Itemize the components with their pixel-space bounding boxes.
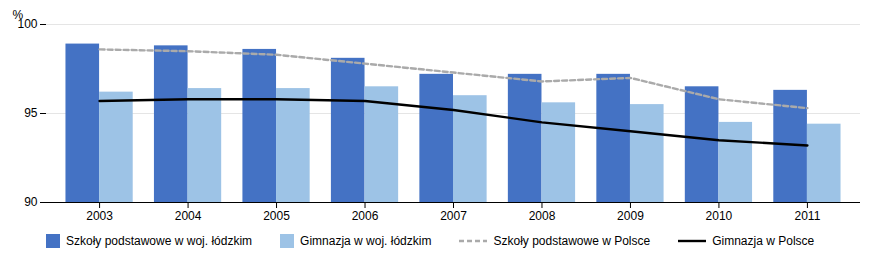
svg-text:2005: 2005 — [263, 209, 290, 223]
html-text:Gimnazja w Polsce: Gimnazja w Polsce — [712, 234, 815, 248]
svg-text:2009: 2009 — [617, 209, 644, 223]
svg-text:90: 90 — [24, 195, 38, 209]
svg-text:2007: 2007 — [440, 209, 467, 223]
svg-text:%: % — [13, 8, 24, 22]
svg-text:2006: 2006 — [352, 209, 379, 223]
svg-text:100: 100 — [17, 17, 38, 32]
html-text:Szkoły podstawowe w woj. łódzk: Szkoły podstawowe w woj. łódzkim — [66, 234, 253, 248]
svg-text:2010: 2010 — [706, 209, 733, 223]
html-text:Gimnazja w woj. łódzkim: Gimnazja w woj. łódzkim — [300, 234, 432, 248]
svg-text:2008: 2008 — [529, 209, 556, 223]
svg-text:2003: 2003 — [86, 209, 113, 223]
svg-text:95: 95 — [24, 106, 38, 120]
svg-text:2004: 2004 — [175, 209, 202, 223]
svg-text:2011: 2011 — [795, 209, 821, 223]
html-text:Szkoły podstawowe w Polsce: Szkoły podstawowe w Polsce — [493, 234, 651, 248]
